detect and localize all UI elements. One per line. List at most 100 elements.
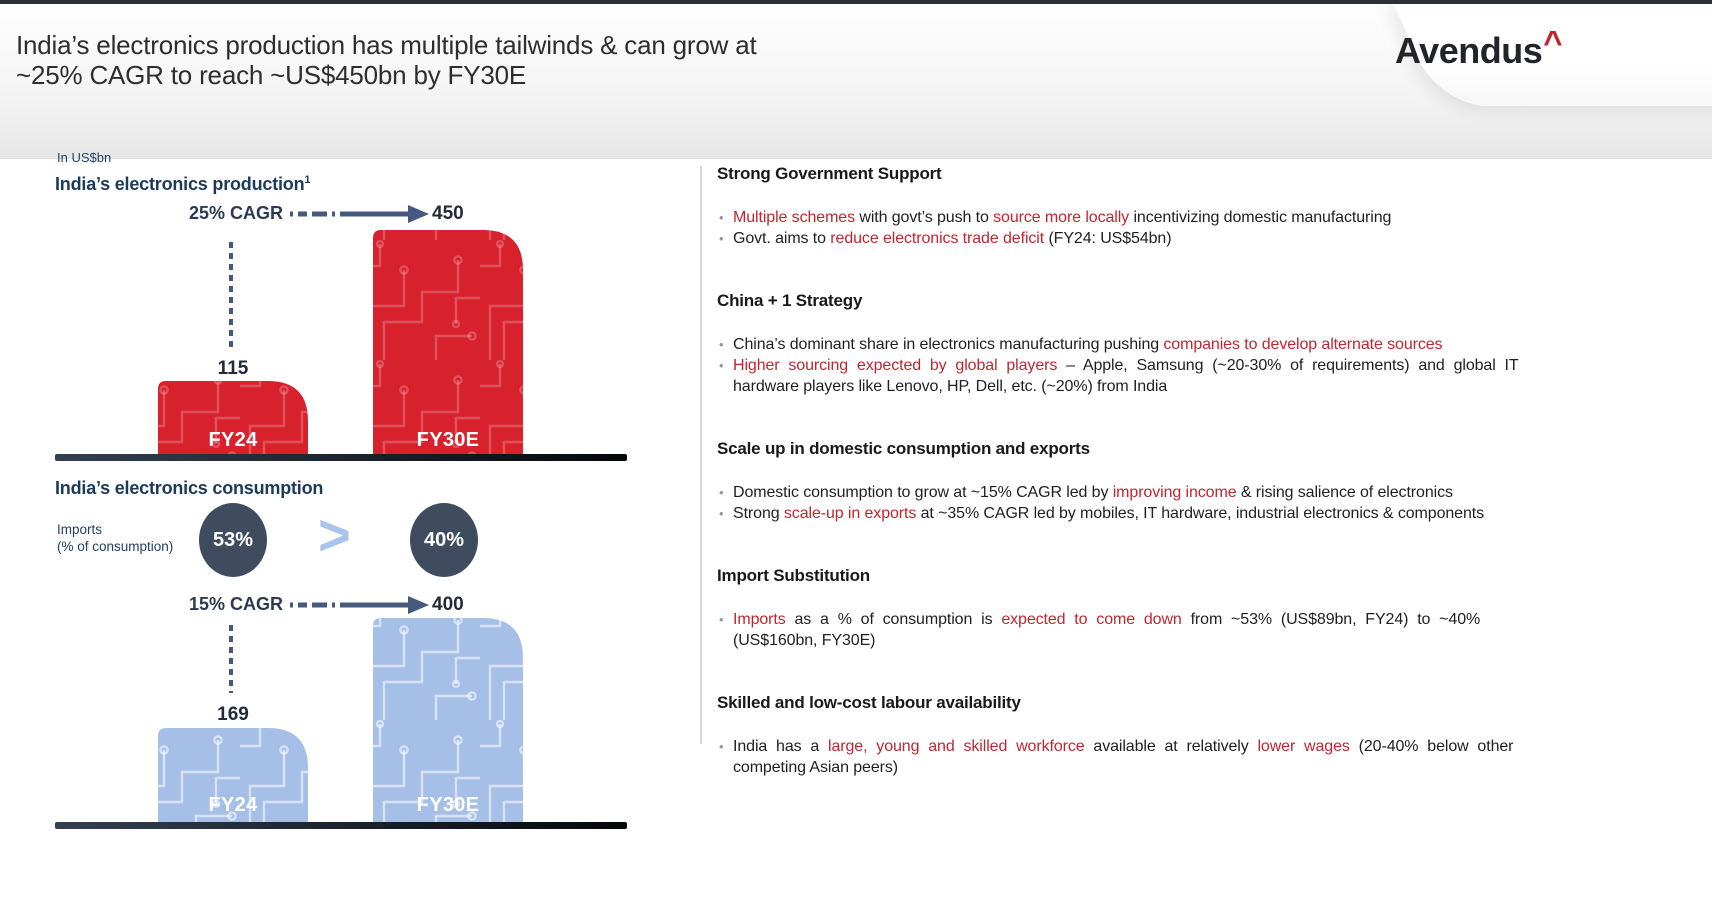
consumption-cagr-label: 15% CAGR <box>188 594 283 614</box>
production-cagr-arrow <box>290 205 429 223</box>
consumption-chart-title: India’s electronics consumption <box>55 478 324 498</box>
bullet-line: competing Asian peers) <box>733 757 1557 778</box>
bullet-item: Strong scale-up in exports at ~35% CAGR … <box>717 503 1557 524</box>
production-fy30e-category: FY30E <box>416 429 480 451</box>
body-text: – Apple, Samsung (~20-30% of requirement… <box>1057 357 1519 374</box>
highlighted-text: source more locally <box>993 209 1130 226</box>
section-heading: Import Substitution <box>717 566 870 585</box>
bar-consumption-fy24 <box>158 728 308 826</box>
body-text: as a % of consumption is <box>785 611 1002 628</box>
bullet-item: Domestic consumption to grow at ~15% CAG… <box>717 482 1557 503</box>
section-heading: Skilled and low-cost labour availability <box>717 693 1021 712</box>
import-share-fy24-badge: 53% <box>199 503 267 577</box>
production-cagr-label: 25% CAGR <box>188 203 283 223</box>
bullet-line: hardware players like Lenovo, HP, Dell, … <box>733 376 1557 397</box>
consumption-fy30e-category: FY30E <box>416 794 480 816</box>
bullet-line: Govt. aims to reduce electronics trade d… <box>733 228 1557 249</box>
body-text: Domestic consumption to grow at ~15% CAG… <box>733 484 1113 501</box>
vertical-divider <box>700 166 702 744</box>
brand-name: Avendus <box>1395 30 1543 71</box>
highlighted-text: Imports <box>733 611 786 628</box>
charts-canvas <box>55 205 627 829</box>
chart-units-label: In US$bn <box>57 150 112 165</box>
bullet-line: Multiple schemes with govt’s push to sou… <box>733 207 1557 228</box>
highlighted-text: improving income <box>1112 484 1237 501</box>
highlighted-text: expected to come down <box>1001 611 1182 628</box>
tailwind-section: Scale up in domestic consumption and exp… <box>717 439 1557 524</box>
body-text: at ~35% CAGR led by mobiles, IT hardware… <box>916 505 1485 522</box>
bar-production-fy30e <box>373 230 523 458</box>
production-axis-baseline <box>55 454 627 461</box>
body-text: India has a <box>733 738 829 755</box>
bullet-line: Imports as a % of consumption is expecte… <box>733 609 1557 630</box>
section-heading: China + 1 Strategy <box>717 291 863 310</box>
section-bullet-list: Multiple schemes with govt’s push to sou… <box>717 207 1557 249</box>
bullet-item: Higher sourcing expected by global playe… <box>717 355 1557 397</box>
production-chart-title: India’s electronics production1 <box>55 174 311 194</box>
body-text: competing Asian peers) <box>733 759 899 776</box>
section-heading: Scale up in domestic consumption and exp… <box>717 439 1090 458</box>
body-text: (US$160bn, FY30E) <box>733 632 876 649</box>
section-bullet-list: Domestic consumption to grow at ~15% CAG… <box>717 482 1557 524</box>
bullet-item: China’s dominant share in electronics ma… <box>717 334 1557 355</box>
body-text: (20-40% below other <box>1349 738 1514 755</box>
body-text: with govt’s push to <box>855 209 994 226</box>
production-fy24-category: FY24 <box>208 429 258 451</box>
section-bullet-list: Imports as a % of consumption is expecte… <box>717 609 1557 651</box>
greater-than-icon: > <box>318 501 351 568</box>
production-fy30e-value: 450 <box>432 203 464 224</box>
bar-consumption-fy30e <box>373 618 523 826</box>
brand-logo: Avendus^ <box>1395 24 1562 72</box>
brand-caret-icon: ^ <box>1543 24 1562 61</box>
tailwind-section: Strong Government Support Multiple scheme… <box>717 164 1557 249</box>
top-accent-strip <box>0 0 1712 4</box>
highlighted-text: large, young and skilled workforce <box>828 738 1085 755</box>
consumption-fy30e-value: 400 <box>432 594 464 615</box>
slide-header: India’s electronics production has multi… <box>0 0 1712 159</box>
highlighted-text: Higher sourcing expected by global playe… <box>733 357 1058 374</box>
highlighted-text: scale-up in exports <box>783 505 917 522</box>
bullet-item: Govt. aims to reduce electronics trade d… <box>717 228 1557 249</box>
bullet-line: Strong scale-up in exports at ~35% CAGR … <box>733 503 1557 524</box>
imports-share-label: Imports (% of consumption) <box>57 522 174 554</box>
bullet-item: India has a large, young and skilled wor… <box>717 736 1557 778</box>
footnote-marker: 1 <box>304 174 311 186</box>
body-text: (FY24: US$54bn) <box>1044 230 1172 247</box>
import-share-fy30e-badge: 40% <box>410 503 478 577</box>
body-text: Govt. aims to <box>733 230 831 247</box>
section-heading: Strong Government Support <box>717 164 942 183</box>
bullet-line: India has a large, young and skilled wor… <box>733 736 1557 757</box>
bullet-item: Imports as a % of consumption is expecte… <box>717 609 1557 651</box>
consumption-cagr-arrow <box>290 596 429 614</box>
bullet-item: Multiple schemes with govt’s push to sou… <box>717 207 1557 228</box>
body-text: Strong <box>733 505 784 522</box>
bullet-line: China’s dominant share in electronics ma… <box>733 334 1557 355</box>
tailwind-section: Import Substitution Imports as a % of con… <box>717 566 1557 651</box>
tailwinds-panel: Strong Government Support Multiple scheme… <box>717 164 1557 820</box>
bullet-line: (US$160bn, FY30E) <box>733 630 1557 651</box>
section-bullet-list: China’s dominant share in electronics ma… <box>717 334 1557 397</box>
body-text: available at relatively <box>1084 738 1258 755</box>
consumption-fy24-category: FY24 <box>208 794 258 816</box>
body-text: & rising salience of electronics <box>1236 484 1453 501</box>
slide-title-line2: ~25% CAGR to reach ~US$450bn by FY30E <box>16 60 527 90</box>
body-text: incentivizing domestic manufacturing <box>1129 209 1392 226</box>
consumption-fy24-value: 169 <box>217 704 249 725</box>
tailwind-section: China + 1 Strategy China’s dominant share… <box>717 291 1557 397</box>
bullet-line: Domestic consumption to grow at ~15% CAG… <box>733 482 1557 503</box>
production-fy24-value: 115 <box>217 358 249 379</box>
body-text: hardware players like Lenovo, HP, Dell, … <box>733 378 1168 395</box>
body-text: China’s dominant share in electronics ma… <box>733 336 1164 353</box>
consumption-axis-baseline <box>55 822 627 829</box>
slide-title: India’s electronics production has multi… <box>16 30 757 90</box>
tailwind-section: Skilled and low-cost labour availability… <box>717 693 1557 778</box>
highlighted-text: reduce electronics trade deficit <box>830 230 1045 247</box>
body-text: from ~53% (US$89bn, FY24) to ~40% <box>1181 611 1481 628</box>
bar-production-fy24 <box>158 381 308 458</box>
slide-title-line1: India’s electronics production has multi… <box>16 30 757 60</box>
section-bullet-list: India has a large, young and skilled wor… <box>717 736 1557 778</box>
highlighted-text: Multiple schemes <box>733 209 856 226</box>
bullet-line: Higher sourcing expected by global playe… <box>733 355 1557 376</box>
highlighted-text: companies to develop alternate sources <box>1163 336 1443 353</box>
